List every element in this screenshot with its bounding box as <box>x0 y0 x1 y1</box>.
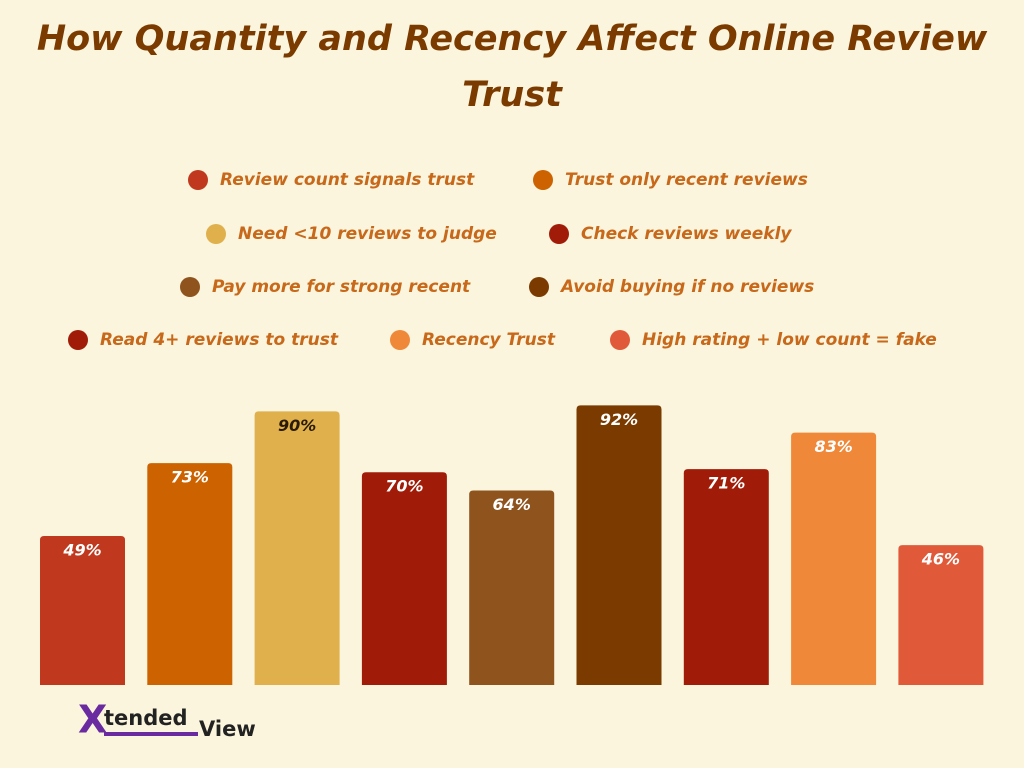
legend-label: Check reviews weekly <box>581 224 792 244</box>
value-label: 64% <box>493 495 531 514</box>
bar <box>147 463 233 685</box>
value-label: 83% <box>814 437 852 456</box>
bar <box>40 536 125 685</box>
legend-swatch <box>68 330 88 350</box>
logo-text: View <box>199 717 256 741</box>
bar <box>683 469 769 685</box>
logo-mark: X <box>78 698 107 742</box>
logo-text: tended <box>104 706 188 730</box>
legend-label: Recency Trust <box>422 330 556 350</box>
legend-swatch <box>529 277 549 297</box>
legend-swatch <box>533 170 553 190</box>
legend-label: Avoid buying if no reviews <box>559 277 814 297</box>
value-label: 49% <box>62 541 101 560</box>
bar <box>576 405 662 685</box>
legend-label: Review count signals trust <box>220 170 475 190</box>
bar <box>361 472 447 685</box>
logo: X tended View <box>78 698 256 742</box>
bar <box>898 545 984 685</box>
bar <box>791 432 877 685</box>
legend-label: Pay more for strong recent <box>212 277 471 297</box>
value-label: 90% <box>278 416 316 435</box>
legend-swatch <box>188 170 208 190</box>
legend-swatch <box>549 224 569 244</box>
legend-swatch <box>610 330 630 350</box>
value-label: 46% <box>921 550 960 569</box>
legend-label: Read 4+ reviews to trust <box>100 330 339 350</box>
legend-label: High rating + low count = fake <box>642 330 937 350</box>
value-label: 92% <box>600 410 638 429</box>
chart-title: How Quantity and Recency Affect Online R… <box>37 19 988 115</box>
legend-label: Trust only recent reviews <box>565 170 808 190</box>
bar <box>469 490 555 685</box>
legend-swatch <box>206 224 226 244</box>
value-label: 70% <box>385 477 423 496</box>
bar <box>254 411 340 685</box>
value-label: 71% <box>707 474 745 493</box>
legend-swatch <box>180 277 200 297</box>
legend-label: Need <10 reviews to judge <box>238 224 497 244</box>
value-label: 73% <box>171 468 209 487</box>
legend-swatch <box>390 330 410 350</box>
